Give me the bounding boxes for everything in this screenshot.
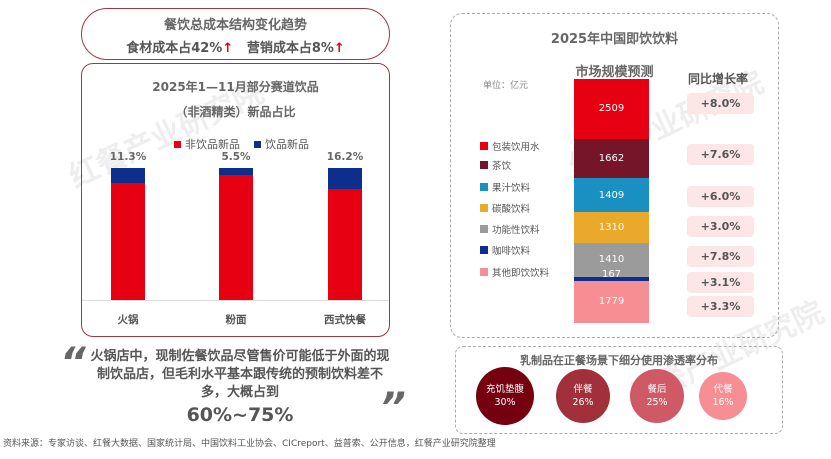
legend-item: 功能性饮料	[480, 222, 540, 236]
x-tick-label: 粉面	[225, 314, 247, 326]
bubble-value: 16%	[712, 397, 734, 408]
segment: 1779	[574, 280, 649, 323]
legend-swatch	[480, 225, 488, 233]
chart-title: 2025年中国即饮饮料	[550, 32, 679, 47]
growth-rate: +8.0%	[687, 93, 754, 114]
cost-trend-box: 餐饮总成本结构变化趋势 食材成本占42%↑ 营销成本占8%↑	[81, 8, 390, 60]
data-label: 5.5%	[221, 151, 251, 163]
x-tick-label: 西式快餐	[324, 314, 366, 326]
x-axis	[82, 300, 389, 301]
up-arrow-icon: ↑	[222, 41, 234, 56]
bar-non-drink	[328, 189, 362, 300]
source-note: 资料来源：专家访谈、红餐大数据、国家统计局、中国饮料工业协会、CICreport…	[3, 439, 496, 449]
growth-rate: +7.6%	[687, 144, 754, 165]
segment-value: 1409	[598, 189, 625, 201]
legend-label: 非饮品新品	[185, 138, 240, 151]
legend-label: 其他即饮饮料	[492, 268, 550, 279]
segment-value: 1310	[598, 221, 625, 233]
up-arrow-icon: ↑	[333, 41, 345, 56]
new-product-chart: 2025年1—11月部分赛道饮品 （非酒精类）新品占比 非饮品新品 饮品新品	[81, 63, 390, 337]
legend-item: 饮品新品	[254, 136, 309, 152]
dairy-penetration-box: 乳制品在正餐场景下细分使用渗透率分布	[455, 346, 783, 434]
legend-label: 咖啡饮料	[492, 246, 531, 257]
quote: 火锅店中，现制佐餐饮品尽管售价可能低于外面的现制饮品店，但毛利水平基本跟传统的预…	[90, 348, 390, 428]
segment: 167	[574, 269, 649, 281]
segment: 2509	[574, 79, 649, 139]
legend-label: 饮品新品	[265, 138, 309, 151]
beverage-market-chart: 2025年中国即饮饮料 市场规模预测	[450, 13, 779, 338]
legend-item: 茶饮	[480, 158, 511, 172]
penetration-bubble: 餐后 25%	[630, 369, 684, 423]
legend-item: 咖啡饮料	[480, 243, 530, 257]
legend-swatch	[480, 161, 488, 169]
legend-swatch	[480, 204, 488, 212]
growth-rate: +3.1%	[687, 272, 754, 293]
bar-non-drink	[111, 182, 145, 300]
marketing-cost: 营销成本占8%	[246, 41, 334, 56]
legend-item: 其他即饮饮料	[480, 265, 549, 279]
segment-value: 2509	[598, 103, 625, 115]
segment-value: 1410	[598, 254, 625, 266]
segment-value: 167	[601, 269, 622, 281]
data-label: 11.3%	[109, 151, 147, 163]
bar-drink	[328, 168, 362, 190]
segment-value: 1779	[598, 296, 625, 308]
penetration-bubble: 伴餐 26%	[556, 369, 610, 423]
quote-text: 火锅店中，现制佐餐饮品尽管售价可能低于外面的现制饮品店，但毛利水平基本跟传统的预…	[90, 349, 390, 400]
legend-swatch	[174, 140, 181, 148]
segment: 1409	[574, 178, 649, 212]
bar-drink	[111, 168, 145, 183]
bubble-value: 26%	[572, 397, 594, 408]
legend-label: 包装饮用水	[492, 142, 540, 153]
growth-header: 同比增长率	[688, 72, 749, 86]
segment-value: 1662	[598, 153, 625, 165]
unit-label: 单位：亿元	[483, 81, 529, 91]
growth-rate: +6.0%	[687, 186, 754, 207]
segment: 1410	[574, 243, 649, 277]
growth-rate: +3.3%	[687, 296, 754, 317]
quote-highlight: 60%~75%	[186, 404, 294, 426]
bubble-label: 充饥垫腹	[485, 384, 524, 395]
bubble-value: 30%	[494, 397, 516, 408]
legend-swatch	[480, 268, 488, 276]
legend-swatch	[480, 183, 488, 191]
data-label: 16.2%	[326, 151, 364, 163]
legend-item: 非饮品新品	[174, 136, 240, 152]
legend-swatch	[254, 140, 261, 148]
bubble-label: 餐后	[647, 384, 667, 395]
legend-label: 碳酸饮料	[492, 204, 531, 215]
legend-swatch	[480, 142, 488, 150]
bubble-value: 25%	[646, 397, 668, 408]
legend: 非饮品新品 饮品新品	[174, 136, 309, 152]
chart-title: 乳制品在正餐场景下细分使用渗透率分布	[520, 354, 718, 367]
legend-item: 果汁饮料	[480, 180, 530, 194]
chart-title: 2025年1—11月部分赛道饮品	[152, 80, 319, 94]
growth-rate: +7.8%	[687, 246, 754, 267]
legend-label: 功能性饮料	[492, 225, 540, 236]
bubble-label: 伴餐	[573, 384, 593, 395]
growth-rate: +3.0%	[687, 216, 754, 237]
segment: 1310	[574, 211, 649, 244]
cost-trend-title: 餐饮总成本结构变化趋势	[163, 18, 307, 33]
segment: 1662	[574, 138, 649, 179]
open-quote-icon: “	[60, 340, 86, 386]
legend-label: 果汁饮料	[492, 183, 531, 194]
x-tick-label: 火锅	[117, 314, 139, 326]
penetration-bubble: 代餐 16%	[699, 372, 747, 420]
legend-swatch	[480, 246, 488, 254]
close-quote-icon: ”	[380, 385, 406, 431]
legend-label: 茶饮	[492, 161, 512, 172]
chart-subtitle: 市场规模预测	[575, 65, 654, 80]
legend-item: 碳酸饮料	[480, 201, 530, 215]
bar-non-drink	[219, 175, 253, 300]
legend-item: 包装饮用水	[480, 139, 540, 153]
bar-drink	[219, 168, 253, 176]
chart-subtitle: （非酒精类）新品占比	[175, 105, 296, 119]
bubble-label: 代餐	[713, 384, 733, 395]
food-cost: 食材成本占42%	[126, 41, 223, 56]
penetration-bubble: 充饥垫腹 30%	[476, 367, 534, 425]
